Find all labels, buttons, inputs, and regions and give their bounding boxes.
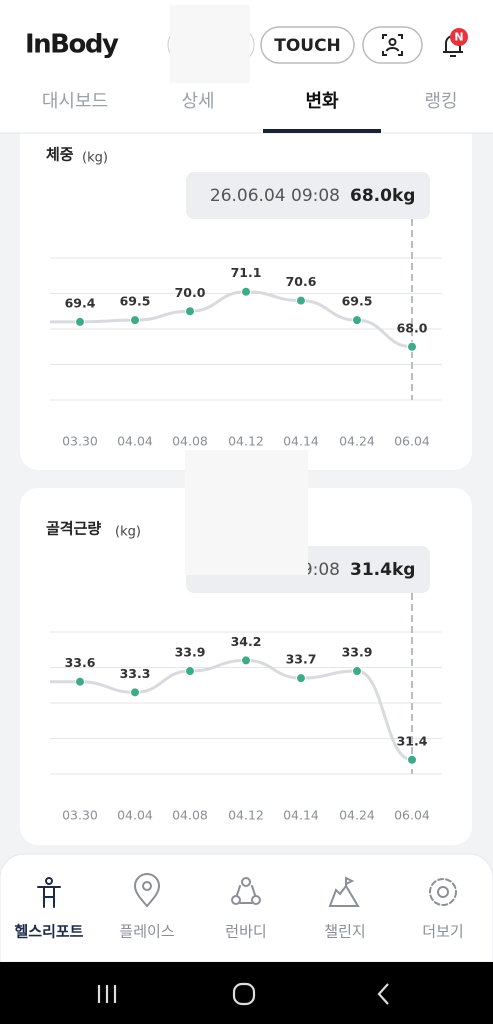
tooltip — [186, 172, 430, 219]
header: InBody TOUCH N 대시보드 상세 변화 랭킹 — [0, 0, 493, 134]
x-tick-label: 04.12 — [228, 434, 264, 449]
value-label: 34.2 — [231, 634, 262, 649]
value-label: 33.9 — [175, 645, 206, 660]
badge-label: N — [454, 31, 463, 44]
point — [185, 666, 195, 677]
system-bar — [0, 962, 493, 1024]
system-buttons — [97, 982, 389, 1006]
point — [75, 316, 85, 327]
point — [407, 754, 417, 765]
x-tick-label: 06.04 — [394, 808, 430, 823]
tab[interactable]: 대시보드 — [42, 91, 108, 112]
logo: InBody — [25, 30, 119, 60]
point — [296, 295, 306, 306]
point — [241, 655, 251, 666]
point — [130, 687, 140, 698]
value-label: 69.5 — [342, 294, 373, 309]
x-tick-label: 04.04 — [117, 808, 153, 823]
chart-title: 골격근량 — [46, 520, 101, 538]
point — [241, 286, 251, 297]
touch-button[interactable] — [260, 26, 355, 64]
value-label: 69.5 — [120, 294, 151, 309]
redaction — [185, 450, 308, 575]
x-tick-label: 04.14 — [283, 808, 319, 823]
value-label: 70.6 — [286, 274, 317, 289]
nav-label[interactable]: 더보기 — [422, 923, 463, 941]
point — [185, 306, 195, 317]
tabs: 대시보드 상세 변화 랭킹 — [42, 91, 458, 133]
redaction — [170, 5, 250, 83]
tab[interactable]: 랭킹 — [424, 91, 457, 112]
x-tick-label: 04.24 — [339, 808, 375, 823]
x-tick-label: 04.24 — [339, 434, 375, 449]
nav-icons — [37, 873, 457, 908]
value-label: 69.4 — [65, 295, 96, 310]
nav-label[interactable]: 헬스리포트 — [14, 923, 83, 941]
value-label: 33.9 — [342, 645, 373, 660]
point — [130, 315, 140, 326]
value-label: 70.0 — [175, 285, 206, 300]
nav-label[interactable]: 플레이스 — [119, 923, 174, 941]
point — [296, 673, 306, 684]
point — [407, 341, 417, 352]
value-label: 33.6 — [65, 655, 96, 670]
touch-button-label[interactable]: TOUCH — [274, 36, 341, 56]
tooltip-value: 31.4kg — [350, 560, 415, 580]
value-label: 71.1 — [231, 265, 262, 280]
x-tick-label: 03.30 — [62, 808, 98, 823]
x-tick-label: 06.04 — [394, 434, 430, 449]
face-scan-icon — [382, 34, 403, 56]
value-label: 31.4 — [397, 733, 428, 748]
tab[interactable]: 변화 — [305, 91, 339, 112]
nav-labels: 헬스리포트 플레이스 런바디 챌린지 더보기 — [14, 923, 463, 941]
chart-unit: (kg) — [82, 151, 108, 166]
tab-indicator — [263, 129, 381, 133]
x-tick-label: 04.04 — [117, 434, 153, 449]
bottom-nav: 헬스리포트 플레이스 런바디 챌린지 더보기 — [0, 853, 493, 963]
value-label: 68.0 — [397, 320, 428, 335]
bottom-nav-bg — [0, 853, 493, 963]
value-label: 33.7 — [286, 652, 317, 667]
tooltip-time: 26.06.04 09:08 — [210, 186, 340, 206]
point — [75, 676, 85, 687]
nav-label[interactable]: 런바디 — [225, 923, 266, 941]
x-tick-label: 04.14 — [283, 434, 319, 449]
nav-label[interactable]: 챌린지 — [324, 923, 365, 941]
point — [352, 666, 362, 677]
chart-unit: (kg) — [115, 525, 141, 540]
x-tick-label: 04.08 — [172, 808, 208, 823]
tooltip-value: 68.0kg — [350, 186, 415, 206]
chart-title: 체중 — [46, 146, 74, 164]
tab[interactable]: 상세 — [181, 91, 214, 112]
point — [352, 315, 362, 326]
x-tick-label: 03.30 — [62, 434, 98, 449]
x-tick-label: 04.08 — [172, 434, 208, 449]
x-tick-label: 04.12 — [228, 808, 264, 823]
value-label: 33.3 — [120, 666, 151, 681]
badge — [450, 28, 468, 46]
